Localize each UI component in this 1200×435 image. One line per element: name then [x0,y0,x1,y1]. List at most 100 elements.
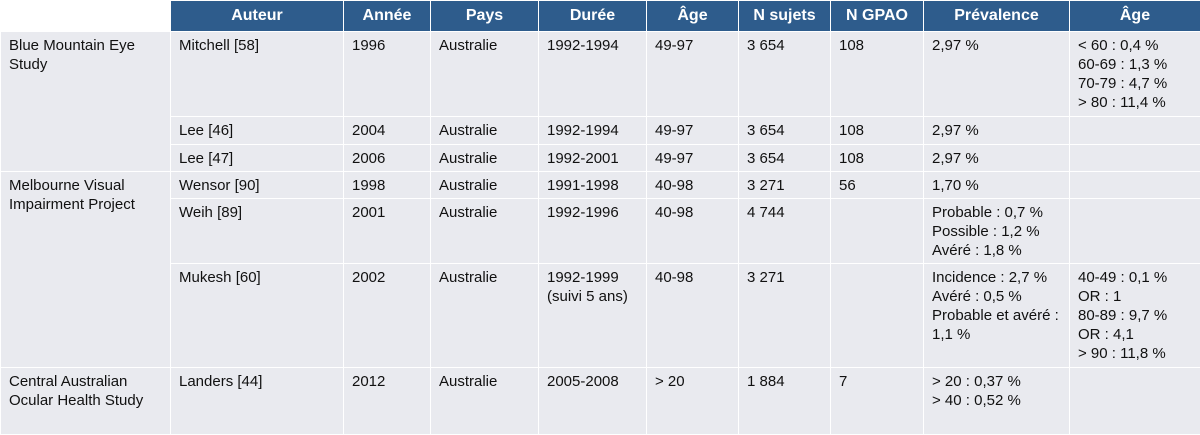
cell: 1996 [344,32,431,117]
cell: 40-98 [647,264,739,368]
header-cell: Auteur [171,1,344,32]
cell-line: < 60 : 0,4 % [1078,36,1192,55]
study-cell: Central Australian Ocular Health Study [1,368,171,435]
cell-line: 2005-2008 [547,372,638,391]
cell-line: 1992-1994 [547,36,638,55]
cell-line: Avéré : 0,5 % [932,287,1061,306]
cell: 1992-1999(suivi 5 ans) [539,264,647,368]
cell: 3 654 [739,117,831,145]
cell: 2004 [344,117,431,145]
cell-line: > 80 : 11,4 % [1078,93,1192,112]
cell: Landers [44] [171,368,344,435]
header-cell: Année [344,1,431,32]
cell: Australie [431,199,539,264]
cell: 3 271 [739,172,831,199]
cell: 7 [831,368,924,435]
cell: 1991-1998 [539,172,647,199]
cell: < 60 : 0,4 %60-69 : 1,3 %70-79 : 4,7 %> … [1070,32,1200,117]
cell-line: > 40 : 0,52 % [932,391,1061,410]
header-cell [1,1,171,32]
cell: 2,97 % [924,117,1070,145]
cell-line: > 20 : 0,37 % [932,372,1061,391]
cell: 40-98 [647,199,739,264]
cell: 2002 [344,264,431,368]
cell: 1992-1996 [539,199,647,264]
cell-line: 2,97 % [932,121,1061,140]
header-cell: Durée [539,1,647,32]
cell: 40-98 [647,172,739,199]
cell-line: 1991-1998 [547,176,638,195]
cell-line: 1992-1994 [547,121,638,140]
cell: 3 654 [739,145,831,172]
cell [1070,368,1200,435]
cell: Lee [46] [171,117,344,145]
cell: 1992-1994 [539,117,647,145]
cell [831,264,924,368]
cell-line: 40-49 : 0,1 % [1078,268,1192,287]
cell: > 20 : 0,37 %> 40 : 0,52 % [924,368,1070,435]
cell: 108 [831,32,924,117]
cell: Australie [431,264,539,368]
cell-line: Probable et avéré : 1,1 % [932,306,1061,344]
cell: Incidence : 2,7 %Avéré : 0,5 %Probable e… [924,264,1070,368]
cell-line: Incidence : 2,7 % [932,268,1061,287]
cell-line: 1992-1996 [547,203,638,222]
cell: > 20 [647,368,739,435]
cell-line: 80-89 : 9,7 % [1078,306,1192,325]
cell: 1992-1994 [539,32,647,117]
cell: 56 [831,172,924,199]
cell [831,199,924,264]
cell: 49-97 [647,117,739,145]
header-cell: Âge [1070,1,1200,32]
cell: Mitchell [58] [171,32,344,117]
cell-line: 60-69 : 1,3 % [1078,55,1192,74]
header-cell: N sujets [739,1,831,32]
cell: 2012 [344,368,431,435]
header-cell: N GPAO [831,1,924,32]
cell-line: 2,97 % [932,149,1061,168]
cell [1070,145,1200,172]
cell: Australie [431,145,539,172]
cell [1070,172,1200,199]
cell-line: Possible : 1,2 % [932,222,1061,241]
cell: 2,97 % [924,145,1070,172]
cell: Weih [89] [171,199,344,264]
cell: 49-97 [647,145,739,172]
cell: Lee [47] [171,145,344,172]
cell-line: 1992-2001 [547,149,638,168]
study-cell: Melbourne Visual Impairment Project [1,172,171,368]
cell: 1992-2001 [539,145,647,172]
cell: Australie [431,368,539,435]
cell: Australie [431,32,539,117]
cell-line: 1,70 % [932,176,1061,195]
cell-line: > 90 : 11,8 % [1078,344,1192,363]
cell-line: Probable : 0,7 % [932,203,1061,222]
cell: 1,70 % [924,172,1070,199]
cell-line: 70-79 : 4,7 % [1078,74,1192,93]
cell: 2006 [344,145,431,172]
cell: 3 654 [739,32,831,117]
cell-line: OR : 4,1 [1078,325,1192,344]
cell: 3 271 [739,264,831,368]
cell-line: Avéré : 1,8 % [932,241,1061,260]
cell: Wensor [90] [171,172,344,199]
header-cell: Âge [647,1,739,32]
cell-line: 2,97 % [932,36,1061,55]
cell: 1998 [344,172,431,199]
cell: Australie [431,117,539,145]
cell: 2001 [344,199,431,264]
cell: Probable : 0,7 %Possible : 1,2 %Avéré : … [924,199,1070,264]
cell: 1 884 [739,368,831,435]
cell-line: OR : 1 [1078,287,1192,306]
